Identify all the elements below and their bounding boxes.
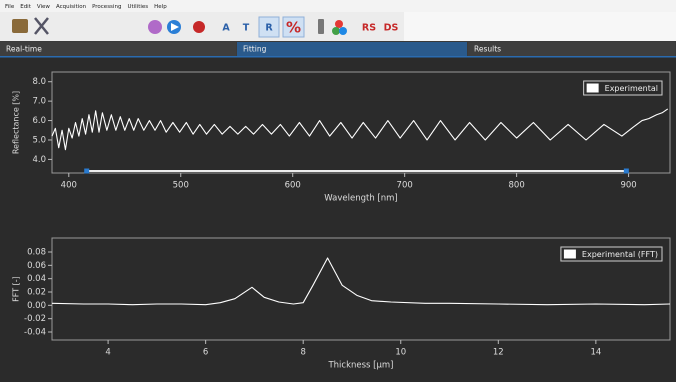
toolbar-button[interactable]: A (222, 23, 230, 34)
y-tick-label: 0.02 (27, 288, 46, 298)
y-axis-label: Reflectance [%] (12, 91, 21, 154)
button-r-active[interactable] (258, 16, 280, 38)
menu-item[interactable]: View (37, 4, 51, 10)
y-tick-label: 5.0 (32, 135, 46, 145)
legend-swatch (563, 249, 576, 259)
toolbar-button[interactable]: T (243, 23, 250, 34)
range-handle[interactable] (623, 168, 629, 174)
toolbar-button[interactable]: % (286, 19, 301, 37)
x-tick-label: 4 (105, 348, 110, 358)
icon-rgb-g (332, 27, 340, 35)
x-tick-label: 12 (493, 348, 504, 358)
tab-label: Fitting (243, 45, 267, 54)
charts: 4.0 5.0 6.0 7.0 8.0 400 500 600 700 800 900 Wavelen… (12, 71, 671, 371)
y-tick-label: 0.04 (27, 274, 46, 284)
plot-area (51, 71, 671, 174)
plot-area (51, 237, 671, 341)
tab-label: Results (474, 45, 501, 54)
data-line (51, 108, 669, 151)
y-axis-label: FFT [-] (12, 276, 21, 302)
tab-underline (0, 56, 676, 58)
icon-r1[interactable] (148, 20, 162, 34)
tab[interactable] (237, 42, 467, 56)
legend: Experimental (583, 80, 663, 96)
x-tick-label: 6 (203, 348, 208, 358)
tab[interactable] (468, 42, 675, 56)
toolbar-button[interactable]: DS (384, 23, 399, 34)
toolbar-buttons: A T R% RS DS (222, 19, 398, 37)
legend: Experimental (FFT) (560, 246, 663, 262)
legend-label: Experimental (FFT) (582, 250, 658, 259)
y-tick-label: 6.0 (32, 116, 46, 126)
x-tick-label: 8 (300, 348, 305, 358)
legend-frame (560, 246, 663, 262)
y-tick-label: 0.00 (27, 301, 46, 311)
icon-play-arrow (171, 23, 179, 31)
x-axis-label: Wavelength [nm] (324, 194, 397, 204)
toolbar-button[interactable]: R (265, 23, 273, 34)
icon-record[interactable] (193, 21, 205, 33)
y-tick-label: 0.08 (27, 248, 46, 258)
menu-item[interactable]: Edit (20, 4, 31, 10)
icon-device[interactable] (12, 19, 28, 33)
icon-rgb-r (335, 20, 343, 28)
y-tick-label: 8.0 (32, 77, 46, 87)
x-tick-label: 600 (285, 181, 301, 191)
y-tick-label: 7.0 (32, 97, 46, 107)
menu-item[interactable]: File (5, 4, 15, 10)
menu-item[interactable]: Processing (92, 4, 121, 10)
range-handle[interactable] (84, 168, 90, 174)
menu-bar (0, 0, 676, 12)
y-tick-label: 0.06 (27, 261, 46, 271)
menu-item[interactable]: Utilities (127, 4, 148, 10)
x-tick-label: 500 (173, 181, 189, 191)
tab-label: Real-time (6, 45, 42, 54)
x-tick-label: 400 (61, 181, 77, 191)
y-tick-label: -0.02 (24, 314, 46, 324)
legend-label: Experimental (605, 84, 658, 93)
y-tick-label: -0.04 (24, 328, 46, 338)
x-tick-label: 700 (397, 181, 413, 191)
x-tick-label: 800 (509, 181, 525, 191)
y-tick-label: 4.0 (32, 155, 46, 165)
x-tick-label: 900 (620, 181, 636, 191)
x-axis-label: Thickness [µm] (327, 361, 393, 371)
x-tick-label: 14 (590, 348, 601, 358)
icon-tools[interactable] (34, 17, 49, 35)
icon-battery[interactable] (318, 19, 324, 34)
legend-swatch (586, 83, 599, 93)
x-tick-label: 10 (395, 348, 406, 358)
toolbar-button[interactable]: RS (362, 23, 376, 34)
menu-item[interactable]: Help (154, 4, 167, 10)
tabs: Real-time Fitting Results (0, 42, 675, 56)
menu: File Edit View Acquisition Processing Utiliti… (5, 4, 167, 10)
icon-rgb-b (339, 27, 347, 35)
tab[interactable] (0, 42, 236, 56)
menu-item[interactable]: Acquisition (56, 4, 87, 10)
data-line (51, 257, 671, 306)
button-percent-active[interactable] (282, 16, 305, 38)
legend-frame (583, 80, 663, 96)
